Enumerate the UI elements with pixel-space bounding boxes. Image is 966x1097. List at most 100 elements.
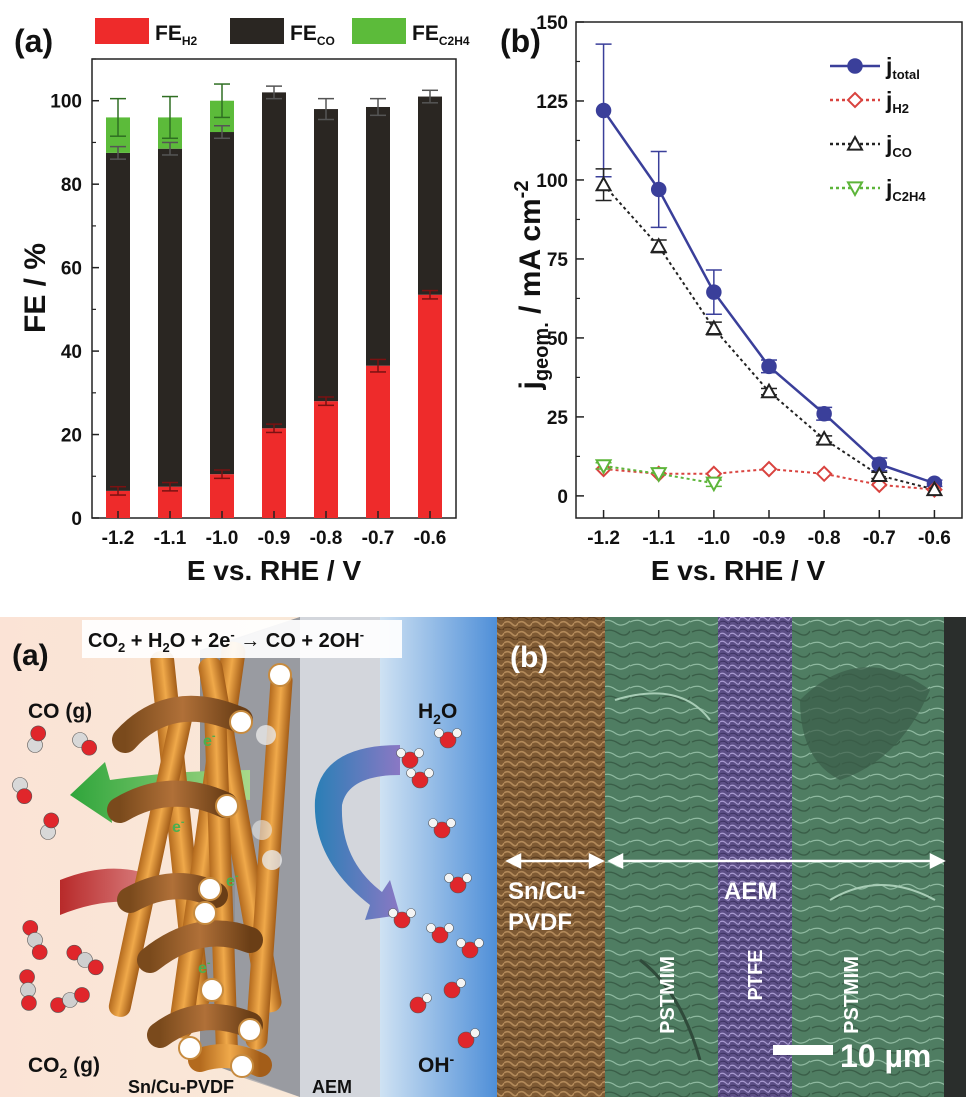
atom xyxy=(87,959,104,976)
atom xyxy=(409,996,427,1014)
x-tick-label-b: -1.0 xyxy=(697,528,730,549)
x-tick-label-a: -0.9 xyxy=(258,528,291,549)
atom xyxy=(428,818,438,828)
co2-inflow-arrow xyxy=(60,868,150,915)
bar-FE_CO--1.1 xyxy=(158,148,182,487)
electron-label-2: e- xyxy=(172,816,185,836)
x-tick-label-b: -0.6 xyxy=(918,528,951,549)
atom xyxy=(449,876,467,894)
fiber-electrode xyxy=(107,641,293,1078)
y-tick-label-a: 100 xyxy=(50,92,82,113)
atom xyxy=(439,731,457,749)
series-b xyxy=(594,43,944,498)
y-tick-label-a: 20 xyxy=(61,426,82,447)
legend-label-FE_H2: FEH2 xyxy=(155,22,198,48)
atom xyxy=(77,952,93,968)
bar-FE_H2--1.0 xyxy=(210,474,234,518)
scale-bar-label: 10 µm xyxy=(840,1038,931,1074)
electron-label-3: e- xyxy=(226,870,239,890)
pstmim-label-right: PSTMIM xyxy=(841,956,863,1034)
hydroxide-label: OH- xyxy=(418,1051,455,1077)
atom xyxy=(31,944,48,960)
atom xyxy=(470,1028,480,1038)
molecules xyxy=(12,725,484,1049)
scale-bar xyxy=(773,1045,833,1055)
series-j_C2H4 xyxy=(594,459,723,493)
atom xyxy=(444,873,454,883)
marker-j_total xyxy=(761,358,777,375)
y-tick-label-b: 50 xyxy=(547,329,568,350)
panel-label-a: (a) xyxy=(14,23,53,59)
aem-sem-label: AEM xyxy=(724,878,777,905)
current-density-chart: (b) 0 25 50 75 100 125 150 -1.2 -1.1 -1.0 -0.9 -0.8… xyxy=(500,13,963,586)
marker-j_CO xyxy=(594,175,613,192)
legend-label-j_H2: jH2 xyxy=(885,87,909,116)
bar-FE_H2--0.7 xyxy=(366,365,390,518)
electrolyzer-schematic: e- e- e- e- CO2 + H2O + 2e- → CO + 2OH- … xyxy=(0,617,497,1097)
marker-j_total xyxy=(706,284,722,300)
legend-marker-j_total xyxy=(847,58,863,74)
y-tick-label-b: 125 xyxy=(536,92,568,113)
line-j_total xyxy=(602,109,935,485)
bar-FE_CO--1.0 xyxy=(210,132,234,475)
x-tick-label-a: -0.6 xyxy=(414,528,447,549)
atom xyxy=(74,987,90,1003)
electrolyte-region xyxy=(380,617,497,1097)
atom xyxy=(81,739,97,756)
plot-frame-b xyxy=(575,21,963,519)
legend-label-FE_C2H4: FEC2H4 xyxy=(412,22,470,48)
marker-j_total xyxy=(595,102,612,119)
legend-swatch-FE_C2H4 xyxy=(352,18,406,44)
y-tick-label-b: 25 xyxy=(547,408,569,429)
marker-j_CO xyxy=(815,429,833,446)
y-label-b-main: j xyxy=(514,381,547,390)
x-tick-label-b: -0.7 xyxy=(863,528,896,549)
legend-swatch-FE_CO xyxy=(230,18,284,44)
sem-edge xyxy=(944,617,966,1097)
panel-label-c: (a) xyxy=(12,639,49,672)
atom xyxy=(431,926,449,944)
x-tick-label-b: -1.1 xyxy=(642,528,675,549)
legend-a: FEH2 FECO FEC2H4 xyxy=(95,18,470,48)
atom xyxy=(401,751,419,769)
equation-box xyxy=(82,620,402,658)
axes-b: 0 25 50 75 100 125 150 -1.2 -1.1 -1.0 -0.9 -0.8 -0.7… xyxy=(536,13,951,549)
y-label-b-sup: -2 xyxy=(511,181,533,199)
x-tick-label-a: -0.8 xyxy=(310,528,343,549)
atom xyxy=(406,768,416,778)
bars-a xyxy=(106,83,442,518)
atom xyxy=(457,1031,475,1049)
ptfe-layer xyxy=(718,617,792,1097)
legend-label-j_CO: jCO xyxy=(885,131,912,160)
x-tick-label-a: -1.2 xyxy=(102,528,135,549)
atom xyxy=(406,908,416,918)
atom xyxy=(474,938,484,948)
x-tick-label-a: -0.7 xyxy=(362,528,395,549)
x-tick-label-a: -1.1 xyxy=(154,528,187,549)
atom xyxy=(446,818,456,828)
bar-FE_CO--0.8 xyxy=(314,109,338,402)
hydroxide-arrow xyxy=(314,745,400,920)
bar-FE_H2--0.6 xyxy=(418,294,442,518)
marker-j_CO xyxy=(925,480,944,497)
co-gas-label: CO (g) xyxy=(28,700,92,723)
panel-label-d: (b) xyxy=(510,641,548,674)
atom xyxy=(393,911,411,929)
marker-j_total xyxy=(650,181,667,198)
line-j_CO xyxy=(602,184,935,491)
bar-FE_H2--0.8 xyxy=(314,401,338,518)
x-tick-label-b: -1.2 xyxy=(587,528,620,549)
atom xyxy=(443,981,461,999)
atom xyxy=(424,768,434,778)
atom xyxy=(456,978,466,988)
electron-label-1: e- xyxy=(203,730,216,750)
atom xyxy=(30,725,47,742)
legend-marker-j_H2 xyxy=(846,91,864,109)
y-tick-label-a: 0 xyxy=(71,509,82,530)
bar-FE_CO--0.6 xyxy=(418,96,442,295)
atom xyxy=(461,941,479,959)
sn-cu-pvdf-label-line1: Sn/Cu- xyxy=(508,878,585,905)
marker-j_C2H4 xyxy=(594,459,613,475)
y-tick-label-b: 100 xyxy=(536,171,568,192)
legend-label-j_total: jtotal xyxy=(885,53,920,82)
